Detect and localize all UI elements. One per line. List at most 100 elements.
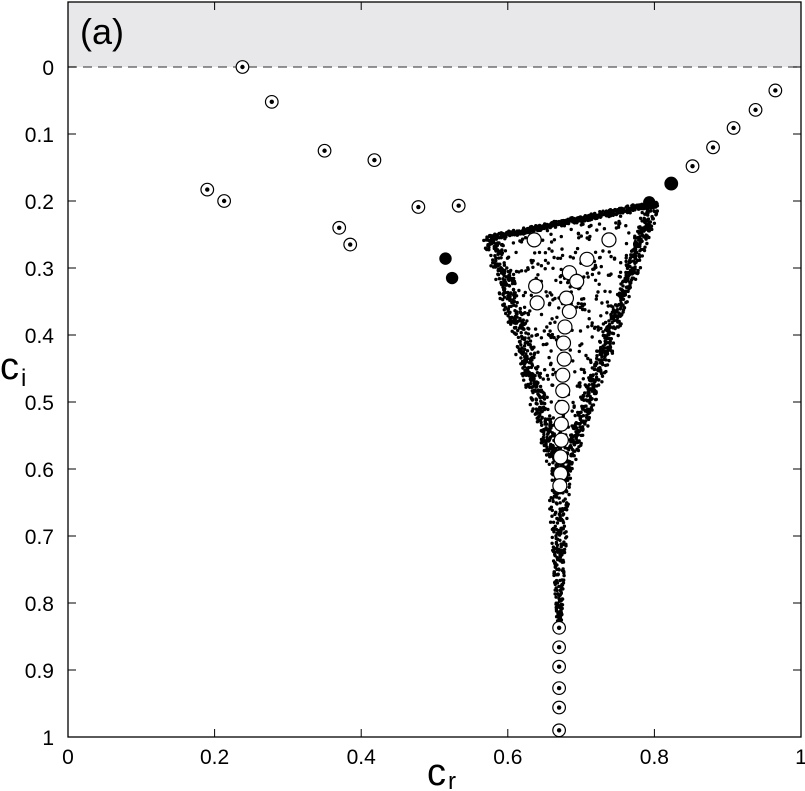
cloud-point [552,530,556,534]
cloud-point [624,273,628,277]
ringed-point-center [269,99,274,105]
cloud-point [518,310,522,314]
cloud-point [505,266,509,270]
cloud-point [560,612,564,617]
cloud-point [523,369,528,373]
cloud-point [504,311,508,316]
cloud-point [633,265,637,269]
cloud-point [530,398,535,402]
cloud-point [554,602,558,606]
cloud-point [497,291,502,295]
cloud-point [513,291,517,295]
cloud-point [536,273,540,277]
cloud-point [651,217,655,221]
cloud-point [526,266,530,270]
cloud-point [558,501,562,505]
cloud-point [529,381,533,386]
cloud-point [560,549,564,553]
cloud-point [557,306,561,310]
cloud-point [494,237,498,241]
cloud-point [577,445,581,449]
cloud-point [639,226,643,231]
cloud-point [556,550,560,554]
y-tick-label: 0.2 [25,191,54,214]
cloud-point [640,233,645,237]
cloud-point [550,541,554,545]
x-tick-label: 1 [795,746,805,769]
cloud-point [532,388,537,392]
cloud-point [621,279,625,283]
cloud-point [556,573,560,577]
cloud-point [599,326,603,331]
cloud-point [523,290,527,295]
cloud-point [615,310,619,314]
cloud-point [523,347,527,352]
cloud-point [514,332,518,336]
cloud-point [548,417,553,422]
y-tick-label: 0.9 [25,660,54,683]
cloud-point [551,372,555,377]
cloud-point [595,384,599,388]
ringed-point-center [556,685,562,691]
cloud-point [604,210,608,215]
cloud-point [601,209,605,213]
cloud-point [562,578,566,582]
cloud-point [591,377,595,382]
cloud-point [587,408,591,412]
cloud-point [581,393,585,398]
cloud-point [598,340,602,344]
cloud-point [496,263,500,268]
cloud-point [514,250,518,255]
cloud-point [536,392,540,396]
cloud-point [519,269,524,273]
cloud-point [637,204,641,208]
cloud-point [548,422,552,426]
cloud-point [590,323,594,328]
open-circle-point [528,278,544,294]
cloud-point [594,297,598,301]
cloud-point [625,285,629,289]
cloud-point [531,229,535,233]
cloud-point [586,424,590,428]
cloud-point [612,257,617,261]
cloud-point [544,422,549,426]
cloud-point [628,256,633,260]
cloud-point [590,321,594,325]
cloud-point [592,382,596,386]
cloud-point [534,380,539,384]
cloud-point [549,349,553,353]
cloud-point [610,320,614,325]
cloud-point [578,384,582,388]
cloud-point [507,284,512,288]
cloud-point [642,229,646,233]
cloud-point [593,263,598,267]
cloud-point [587,393,591,397]
cloud-point [638,249,642,253]
cloud-point [640,210,644,215]
cloud-point [621,297,626,301]
cloud-point [567,492,571,497]
cloud-point [559,517,564,521]
cloud-point [610,331,614,335]
cloud-point [567,447,571,452]
cloud-point [505,297,509,301]
cloud-point [564,530,568,534]
cloud-point [637,230,641,234]
cloud-point [530,347,534,351]
cloud-point [599,359,603,363]
cloud-point [530,355,534,360]
cloud-point [588,214,592,219]
cloud-point [567,463,571,467]
cloud-point [540,409,544,414]
cloud-point [561,512,565,517]
cloud-point [511,288,516,292]
cloud-point [604,369,608,374]
cloud-point [519,331,523,335]
cloud-point [618,324,622,328]
cloud-point [629,281,633,285]
cloud-point [555,492,559,496]
cloud-point [542,432,546,437]
cloud-point [512,230,517,235]
cloud-point [645,241,649,246]
